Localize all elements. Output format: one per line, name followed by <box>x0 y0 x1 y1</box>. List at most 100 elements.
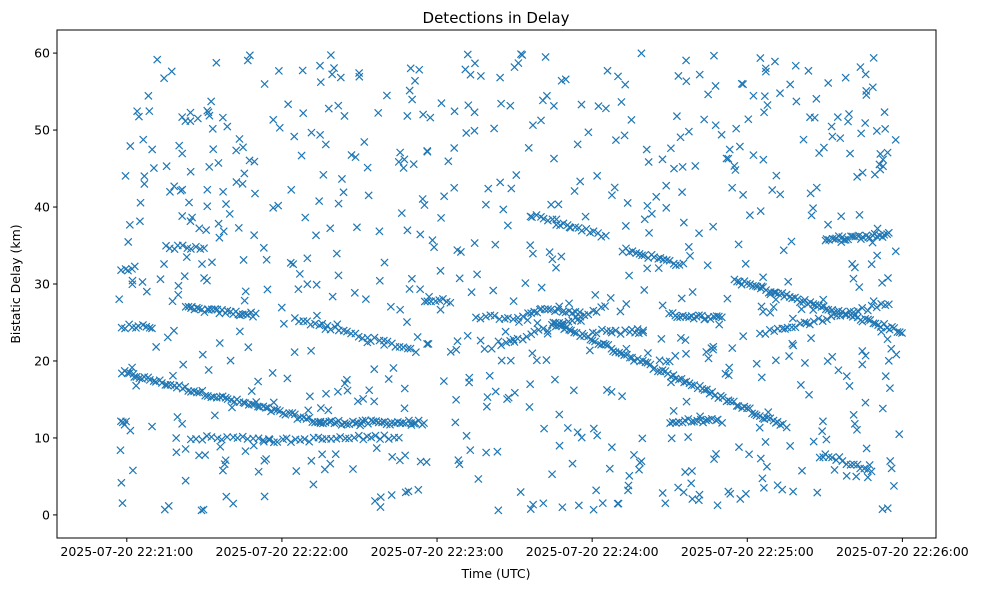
detection-point <box>786 441 795 450</box>
detection-point <box>640 285 649 295</box>
detection-point <box>717 313 726 322</box>
detection-point <box>416 457 425 466</box>
detection-point <box>489 286 498 295</box>
detection-point <box>450 143 459 153</box>
detection-point <box>800 318 809 327</box>
detection-point <box>380 431 389 440</box>
detection-point <box>279 319 288 328</box>
detection-point <box>759 307 768 316</box>
detection-point <box>208 124 217 133</box>
detection-point <box>465 378 474 387</box>
detection-point <box>892 350 901 359</box>
detection-point <box>601 340 610 349</box>
detection-point <box>501 327 510 336</box>
detection-point <box>652 192 661 201</box>
y-axis-label: Bistatic Delay (km) <box>8 224 23 343</box>
detection-point <box>219 227 228 236</box>
detection-point <box>494 337 503 346</box>
detection-point <box>838 457 847 466</box>
detection-point <box>639 328 648 337</box>
detection-point <box>337 174 346 183</box>
detection-point <box>223 122 232 131</box>
detection-point <box>168 371 177 380</box>
detection-point <box>789 341 798 350</box>
detection-point <box>711 81 720 90</box>
detection-point <box>284 100 293 109</box>
detection-point <box>370 397 379 406</box>
detection-point <box>841 73 850 82</box>
detection-point <box>666 419 675 428</box>
detection-point <box>467 288 476 297</box>
detection-point <box>605 464 614 473</box>
detection-point <box>845 381 854 390</box>
detection-point <box>198 435 207 444</box>
detection-point <box>470 59 479 68</box>
detection-point <box>149 164 158 173</box>
detection-point <box>315 61 325 70</box>
detection-point <box>570 186 579 196</box>
detection-point <box>702 347 711 356</box>
detection-point <box>807 211 816 220</box>
detection-point <box>243 56 252 65</box>
detection-point <box>496 178 505 187</box>
detection-point <box>686 251 695 260</box>
detection-point <box>607 387 616 396</box>
detection-point <box>252 397 261 407</box>
detection-point <box>414 485 423 494</box>
detection-point <box>791 323 800 332</box>
detection-point <box>494 506 503 515</box>
y-axis: 0 10 20 30 40 50 60 <box>34 46 57 522</box>
detection-point <box>589 505 598 514</box>
detection-point <box>812 94 821 103</box>
detection-point <box>858 168 867 177</box>
detection-point <box>591 290 600 299</box>
detection-point <box>787 237 796 246</box>
detection-point <box>757 302 766 311</box>
detection-point <box>340 379 349 388</box>
detection-point <box>784 277 793 286</box>
detection-point <box>638 434 647 443</box>
detection-point <box>628 247 637 256</box>
detection-point <box>713 415 722 424</box>
detection-point <box>451 418 460 427</box>
detection-point <box>240 169 249 178</box>
detection-point <box>627 115 636 124</box>
detection-point <box>507 184 516 193</box>
detection-point <box>167 67 176 76</box>
detection-point <box>852 472 861 481</box>
detection-point <box>316 130 325 139</box>
detection-point <box>818 417 827 426</box>
detection-point <box>418 194 427 203</box>
detection-point <box>524 309 533 318</box>
detection-point <box>491 387 500 396</box>
detection-point <box>565 325 574 334</box>
detection-point <box>878 278 887 287</box>
detection-point <box>234 223 243 232</box>
detection-point <box>312 280 321 289</box>
detection-point <box>714 312 723 321</box>
detection-point <box>853 172 862 181</box>
detection-point <box>406 344 415 353</box>
detection-point <box>539 499 548 508</box>
detection-point <box>202 226 211 235</box>
detection-point <box>332 249 341 258</box>
detection-point <box>577 226 586 235</box>
detection-point <box>290 348 299 357</box>
detection-point <box>806 189 815 198</box>
detection-point <box>440 192 449 201</box>
detection-point <box>853 306 862 315</box>
detection-point <box>819 295 828 304</box>
detection-point <box>620 351 629 360</box>
detection-point <box>343 386 352 395</box>
detection-point <box>251 309 260 318</box>
detection-point <box>868 83 877 92</box>
detection-point <box>749 151 758 160</box>
detection-point <box>269 115 278 124</box>
detection-point <box>399 163 408 173</box>
detection-point <box>221 200 231 209</box>
detection-point <box>739 332 748 341</box>
detection-point <box>470 239 479 248</box>
detection-point <box>259 243 268 252</box>
detection-point <box>409 160 418 169</box>
